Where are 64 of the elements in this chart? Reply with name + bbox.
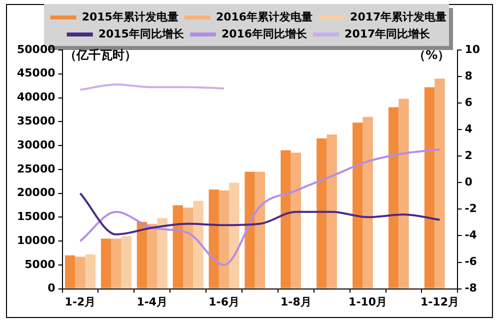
bar [316, 138, 327, 288]
bar [362, 116, 373, 288]
x-tick-label: 1-6月 [208, 295, 240, 308]
bar [254, 172, 266, 288]
bar [388, 107, 399, 288]
y2-tick-label: -8 [464, 282, 477, 295]
bar [398, 98, 409, 288]
y2-tick-label: 4 [464, 122, 473, 136]
bar [218, 190, 230, 288]
bar [244, 172, 255, 288]
bar [280, 150, 291, 288]
y2-tick-label: 0 [464, 176, 473, 189]
y-tick-label: 10000 [16, 234, 56, 247]
bar [326, 134, 337, 288]
legend-label: 2017年同比增长 [344, 27, 432, 40]
x-tick-label: 1-2月 [64, 295, 96, 308]
bar [111, 238, 122, 288]
y2-tick-label: -4 [464, 228, 478, 242]
bar [208, 189, 219, 288]
bar [136, 222, 148, 288]
bar [193, 200, 204, 288]
y-tick-label: 0 [48, 282, 56, 295]
y-tick-label: 25000 [16, 162, 56, 176]
y-tick-label: 50000 [16, 42, 56, 56]
bar [172, 205, 183, 288]
line-series [79, 148, 441, 266]
y2-tick-label: -2 [464, 202, 477, 216]
legend-label: 2017年累计发电量 [350, 10, 447, 24]
x-tick-label: 1-8月 [280, 295, 312, 308]
x-tick-label: 1-12月 [420, 295, 459, 308]
legend-label: 2016年累计发电量 [216, 10, 313, 24]
bar [147, 224, 158, 288]
line-series [79, 192, 441, 236]
y2-tick-label: 2 [464, 148, 472, 162]
y-tick-label: 40000 [16, 90, 56, 104]
bar [182, 208, 194, 288]
y2-tick-label: -6 [464, 255, 478, 268]
y-tick-label: 35000 [16, 114, 56, 128]
bar [157, 218, 168, 288]
x-tick-label: 1-4月 [136, 295, 168, 308]
y-tick-label: 5000 [24, 258, 56, 271]
y-tick-label: 15000 [16, 210, 56, 224]
y-axis-title: （亿千瓦时） [64, 48, 136, 62]
y2-tick-label: 8 [464, 69, 472, 82]
bar [85, 254, 96, 288]
bar [100, 238, 112, 288]
y-tick-label: 20000 [16, 186, 56, 200]
bar [424, 87, 435, 288]
bar [434, 78, 445, 288]
legend-label: 2015年累计发电量 [82, 10, 178, 24]
y2-tick-label: 6 [464, 96, 473, 109]
bar [121, 236, 132, 288]
bar [290, 152, 302, 288]
legend-label: 2016年同比增长 [221, 27, 308, 40]
y2-tick-label: 10 [464, 42, 480, 56]
y2-axis-title: （%） [414, 48, 450, 62]
legend-label: 2015年同比增长 [98, 27, 185, 40]
bar [229, 182, 240, 288]
y-tick-label: 30000 [16, 138, 56, 152]
y-tick-label: 45000 [16, 66, 56, 80]
bar [75, 256, 86, 288]
bar [352, 122, 363, 288]
x-tick-label: 1-10月 [348, 295, 388, 308]
bar [64, 255, 76, 288]
